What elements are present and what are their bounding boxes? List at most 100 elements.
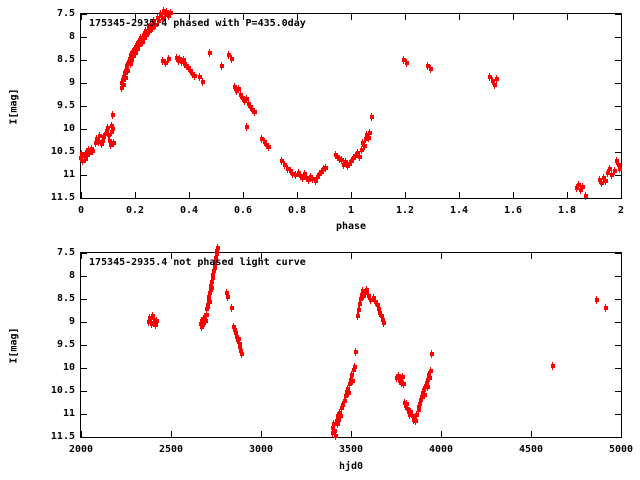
data-point bbox=[382, 318, 387, 327]
data-point bbox=[87, 146, 92, 155]
data-point bbox=[352, 366, 357, 375]
x-tick-mirror bbox=[530, 253, 532, 259]
data-point bbox=[107, 136, 112, 145]
data-point bbox=[291, 169, 296, 178]
y-tick bbox=[81, 174, 87, 176]
data-point bbox=[225, 289, 230, 298]
data-point bbox=[364, 135, 369, 144]
data-point bbox=[495, 75, 500, 84]
data-point bbox=[403, 398, 407, 407]
data-point bbox=[340, 404, 345, 413]
x-tick-mirror bbox=[80, 253, 82, 259]
data-point bbox=[346, 161, 351, 170]
data-point bbox=[341, 400, 346, 409]
data-point bbox=[302, 170, 307, 179]
y-tick-mirror bbox=[615, 298, 621, 300]
data-point bbox=[612, 167, 617, 176]
x-tick-label: 2 bbox=[617, 205, 625, 216]
x-tick-label: 0.2 bbox=[125, 205, 145, 216]
data-point bbox=[251, 105, 256, 114]
data-point bbox=[198, 73, 203, 82]
data-point bbox=[203, 316, 208, 325]
y-tick bbox=[81, 128, 87, 130]
x-tick-mirror bbox=[458, 14, 460, 20]
data-point bbox=[406, 405, 411, 414]
data-point bbox=[190, 69, 195, 78]
y-tick bbox=[81, 321, 87, 323]
x-tick-mirror bbox=[80, 14, 82, 20]
data-point bbox=[296, 168, 301, 177]
data-point bbox=[111, 138, 116, 147]
data-point bbox=[362, 291, 367, 300]
y-tick-label: 8 bbox=[68, 31, 75, 42]
data-point bbox=[165, 8, 170, 17]
data-point bbox=[86, 150, 91, 159]
y-tick bbox=[81, 59, 87, 61]
data-point bbox=[150, 24, 155, 33]
y-tick-mirror bbox=[615, 275, 621, 277]
data-point bbox=[347, 159, 352, 168]
y-tick-label: 9 bbox=[68, 316, 75, 327]
data-point bbox=[108, 141, 113, 150]
data-point bbox=[355, 311, 360, 320]
x-tick bbox=[350, 431, 352, 437]
y-tick-mirror bbox=[615, 436, 621, 438]
data-point bbox=[315, 173, 320, 182]
y-tick-label: 7.5 bbox=[56, 8, 75, 19]
y-tick-mirror bbox=[615, 13, 621, 15]
data-point bbox=[155, 13, 160, 22]
data-point bbox=[309, 172, 314, 181]
data-point bbox=[332, 426, 337, 435]
data-point bbox=[249, 102, 254, 111]
data-point bbox=[428, 374, 433, 383]
data-point bbox=[243, 97, 248, 106]
data-point bbox=[360, 290, 365, 299]
data-point bbox=[398, 375, 403, 384]
data-point bbox=[280, 157, 285, 166]
data-point bbox=[157, 17, 162, 26]
x-tick-mirror bbox=[620, 253, 622, 259]
y-tick bbox=[81, 344, 87, 346]
data-point bbox=[550, 361, 555, 370]
y-tick bbox=[81, 367, 87, 369]
data-point bbox=[288, 167, 293, 176]
data-point bbox=[422, 390, 427, 399]
data-point bbox=[80, 150, 85, 159]
data-point bbox=[343, 158, 348, 167]
data-point bbox=[109, 127, 114, 136]
data-point bbox=[338, 409, 343, 418]
y-tick-label: 8 bbox=[68, 270, 75, 281]
data-point bbox=[158, 10, 163, 18]
x-tick-label: 1.6 bbox=[503, 205, 523, 216]
x-tick-label: 3000 bbox=[248, 444, 274, 455]
x-tick-mirror bbox=[134, 14, 136, 20]
data-point bbox=[342, 397, 347, 406]
y-axis-label-imag-top: I[mag] bbox=[8, 88, 20, 125]
data-point bbox=[104, 127, 109, 136]
data-point bbox=[84, 148, 89, 156]
data-point bbox=[293, 171, 298, 179]
plot-title-unphased: 175345-2935.4 not phased light curve bbox=[89, 257, 306, 268]
data-point bbox=[99, 139, 104, 148]
data-point bbox=[148, 27, 153, 36]
data-point bbox=[335, 419, 340, 428]
data-point bbox=[126, 67, 131, 76]
data-point bbox=[353, 362, 358, 371]
data-point bbox=[241, 94, 245, 103]
data-point bbox=[131, 48, 136, 57]
data-point bbox=[181, 56, 186, 64]
data-point bbox=[135, 41, 140, 50]
data-point bbox=[298, 171, 303, 180]
data-point bbox=[110, 111, 115, 120]
data-point bbox=[361, 287, 366, 296]
x-tick-mirror bbox=[188, 14, 190, 20]
data-point bbox=[430, 350, 434, 359]
data-point bbox=[580, 182, 585, 191]
data-point bbox=[345, 384, 350, 393]
data-point bbox=[149, 320, 154, 329]
data-point bbox=[603, 304, 608, 313]
y-tick bbox=[81, 197, 87, 199]
data-point bbox=[574, 183, 579, 192]
x-tick-mirror bbox=[296, 14, 298, 20]
data-point bbox=[154, 321, 159, 330]
